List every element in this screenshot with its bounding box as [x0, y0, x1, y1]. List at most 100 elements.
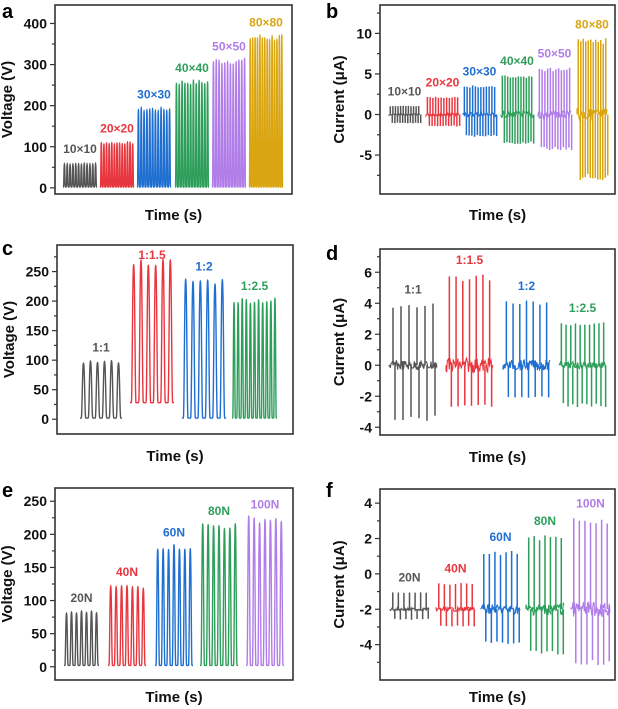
- current-baseline: [425, 111, 460, 118]
- y-tick-label: -4: [360, 637, 373, 653]
- voltage-trace: [64, 610, 99, 667]
- group-label: 1:1.5: [138, 248, 166, 262]
- group-label: 80×80: [249, 16, 283, 30]
- panel-a: a 0 100 200 300 400 Voltage (V) Time (s) 10×1020…: [0, 1, 293, 224]
- group-label: 1:2: [518, 279, 536, 293]
- series-1:2: 1:2: [182, 259, 226, 419]
- voltage-trace: [182, 278, 226, 419]
- panel-letter: f: [326, 480, 333, 502]
- y-tick-label: 0: [39, 180, 47, 196]
- series-50×50: 50×50: [537, 46, 573, 151]
- group-label: 30×30: [463, 64, 497, 78]
- y-tick-label: 150: [26, 323, 50, 339]
- group-label: 1:1: [404, 282, 422, 296]
- x-axis-title: Time (s): [469, 449, 526, 466]
- series-20×20: 20×20: [99, 122, 135, 188]
- y-tick-label: 100: [24, 593, 48, 609]
- x-axis-title: Time (s): [146, 448, 203, 465]
- series-60N: 60N: [480, 530, 521, 644]
- current-baseline: [525, 601, 565, 617]
- series-20×20: 20×20: [425, 76, 461, 127]
- group-label: 1:2.5: [569, 301, 597, 315]
- series-100N: 100N: [570, 496, 611, 666]
- current-baseline: [500, 109, 534, 119]
- y-axis-title: Current (μA): [331, 298, 348, 386]
- voltage-trace: [136, 106, 172, 188]
- group-label: 1:1.5: [456, 253, 484, 267]
- series-30×30: 30×30: [462, 64, 498, 137]
- group-label: 60N: [489, 530, 511, 544]
- y-tick-label: 6: [364, 264, 372, 280]
- x-axis-title: Time (s): [469, 689, 526, 706]
- series-60N: 60N: [155, 525, 193, 667]
- series-1:2.5: 1:2.5: [232, 279, 277, 419]
- y-tick-label: -5: [360, 147, 373, 163]
- group-label: 40N: [116, 565, 138, 579]
- group-label: 1:1: [92, 340, 110, 354]
- series-1:1.5: 1:1.5: [445, 253, 494, 407]
- group-label: 40×40: [175, 61, 209, 75]
- series-40N: 40N: [108, 565, 146, 667]
- series-20N: 20N: [64, 591, 99, 667]
- y-axis-title: Current (μA): [331, 540, 348, 628]
- y-tick-label: 4: [364, 495, 372, 511]
- plot-frame: [56, 244, 294, 435]
- series-40×40: 40×40: [500, 54, 535, 144]
- y-tick-label: 250: [24, 493, 48, 509]
- y-axis-title: Current (μA): [331, 55, 348, 143]
- y-tick-label: 400: [24, 15, 48, 31]
- series-80N: 80N: [200, 504, 238, 667]
- x-axis-title: Time (s): [469, 207, 526, 224]
- series-40×40: 40×40: [174, 61, 210, 188]
- group-label: 20×20: [100, 122, 134, 136]
- y-tick-label: 5: [364, 66, 372, 82]
- group-label: 80N: [208, 504, 230, 518]
- voltage-trace: [62, 162, 98, 188]
- voltage-trace: [155, 543, 193, 667]
- series-80×80: 80×80: [248, 16, 284, 188]
- y-tick-label: 200: [24, 526, 48, 542]
- panel-c: c 0 50 100 150 200 250 Voltage (V) Time (s) 1:1 1:…: [1, 238, 294, 465]
- voltage-trace: [246, 515, 284, 667]
- voltage-trace: [232, 297, 277, 419]
- y-tick-label: 200: [24, 98, 48, 114]
- panel-letter: d: [326, 243, 338, 265]
- panel-b: b -5 0 5 10 Current (μA) Time (s) 10×10 20×2030×…: [326, 1, 616, 224]
- y-tick-label: 300: [24, 57, 48, 73]
- y-tick-label: 2: [364, 531, 372, 547]
- plot-frame: [379, 248, 616, 436]
- y-tick-label: 50: [33, 382, 49, 398]
- current-baseline: [435, 605, 476, 613]
- y-tick-label: 250: [26, 264, 50, 280]
- group-label: 40N: [444, 562, 466, 576]
- series-50×50: 50×50: [211, 39, 247, 188]
- group-label: 100N: [251, 497, 280, 511]
- group-label: 40×40: [500, 54, 534, 68]
- voltage-trace: [99, 141, 135, 188]
- series-1:2.5: 1:2.5: [558, 301, 607, 407]
- current-baseline: [388, 360, 438, 371]
- series-40N: 40N: [435, 562, 476, 627]
- group-label: 50×50: [538, 46, 572, 60]
- panel-e: e 0 50 100 150 200 250 Voltage (V) Time (s) 20N 40…: [0, 480, 294, 706]
- y-tick-label: -4: [360, 419, 373, 435]
- group-label: 10×10: [63, 142, 97, 156]
- group-label: 1:2.5: [241, 279, 269, 293]
- y-tick-label: 4: [364, 295, 372, 311]
- group-label: 100N: [576, 496, 605, 510]
- voltage-trace: [174, 79, 210, 188]
- series-80N: 80N: [525, 514, 565, 655]
- y-tick-label: 0: [41, 411, 49, 427]
- panel-f: f -4 -2 0 2 4 Current (μA) Time (s) 20N 40N 60N 80N…: [326, 480, 616, 706]
- group-label: 30×30: [137, 88, 171, 102]
- group-label: 10×10: [388, 85, 422, 99]
- group-label: 50×50: [212, 39, 246, 53]
- plot-frame: [379, 488, 616, 681]
- y-tick-label: 150: [24, 559, 48, 575]
- voltage-trace: [211, 57, 247, 188]
- y-axis-title: Voltage (V): [0, 545, 16, 622]
- group-label: 20N: [70, 591, 92, 605]
- panel-letter: b: [326, 1, 338, 23]
- series-10×10: 10×10: [388, 85, 422, 124]
- y-tick-label: 100: [24, 139, 48, 155]
